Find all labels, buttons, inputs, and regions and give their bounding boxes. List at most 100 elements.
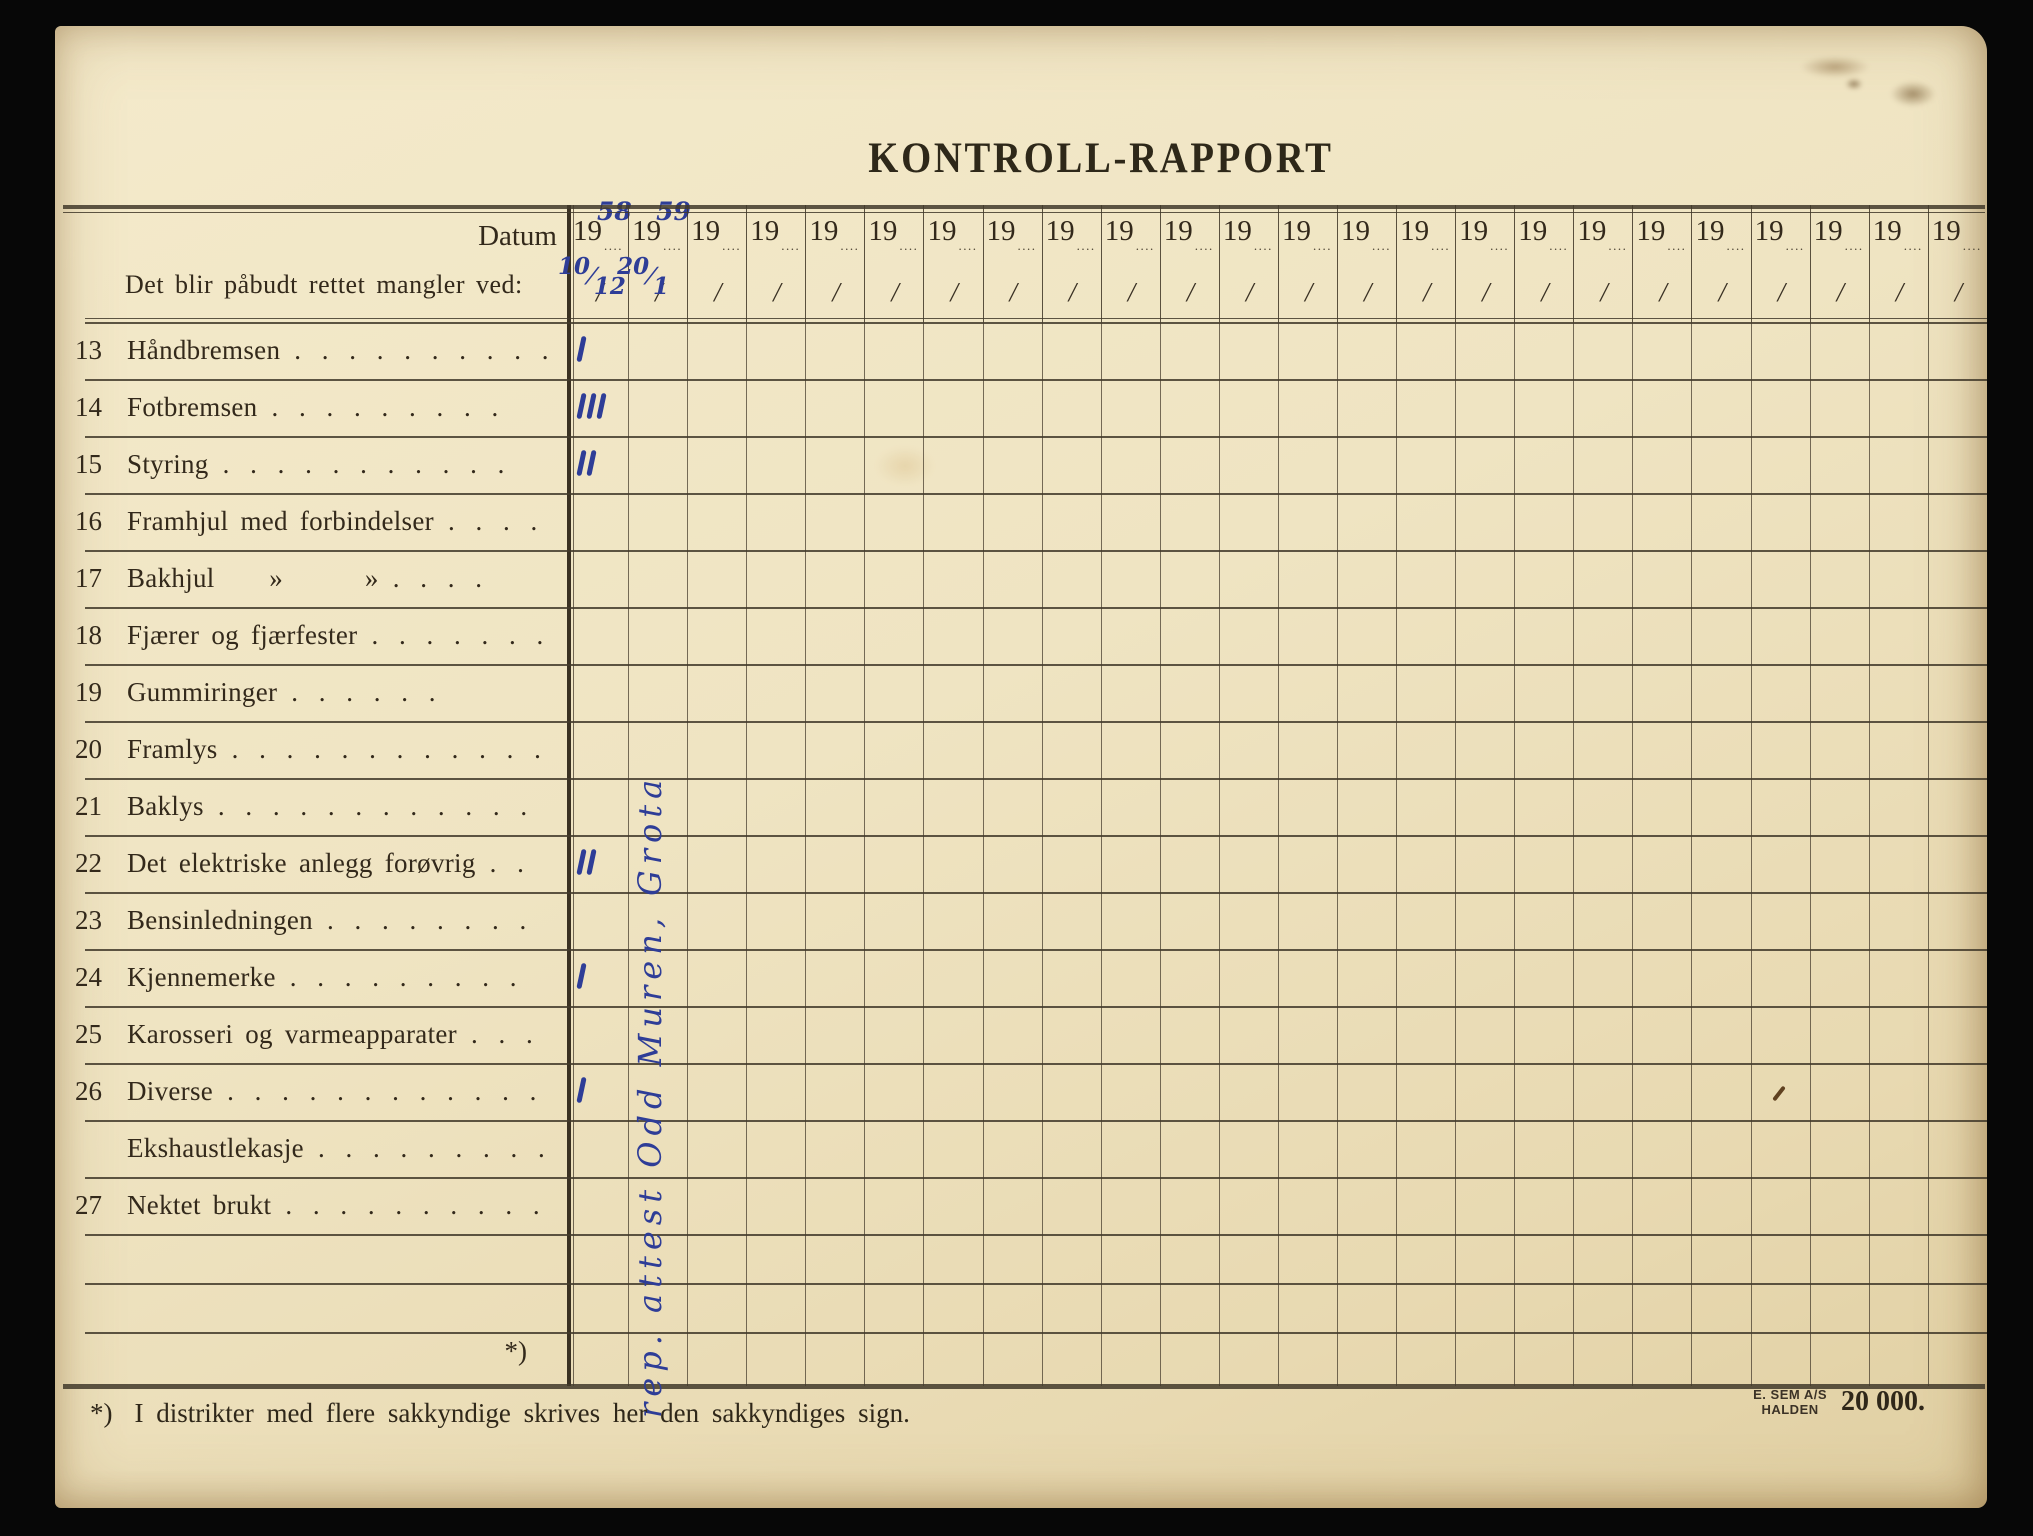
- grid-column: [1277, 322, 1337, 1386]
- date-header-cell: 19.... /: [1514, 205, 1573, 322]
- date-header-cell: 19.... /: [1041, 205, 1101, 322]
- tally-mark: [576, 449, 597, 477]
- rule-line: [85, 1283, 1987, 1285]
- date-slash: /: [1009, 277, 1018, 307]
- rule-line: [85, 892, 1987, 894]
- grid-column: [746, 322, 805, 1386]
- dot-leader: . . .: [470, 1019, 534, 1049]
- date-slash: /: [1423, 277, 1431, 307]
- table-row: 22 Det elektriske anlegg forøvrig . .: [75, 835, 567, 892]
- date-header-cell: 19.... /: [864, 205, 923, 322]
- printer-name: E. SEM A/S HALDEN: [1753, 1387, 1827, 1417]
- year-prefix: 19: [1754, 215, 1784, 247]
- grid-column: [923, 322, 982, 1386]
- paper-stain: [1845, 78, 1863, 90]
- footnote-line: *) I distrikter med flere sakkyndige skri…: [90, 1398, 910, 1429]
- form-title: KONTROLL-RAPPORT: [868, 135, 1334, 182]
- grid-columns: [570, 322, 1987, 1386]
- rule-line: [85, 1234, 1987, 1236]
- tally-mark: [576, 962, 587, 990]
- dot-leader: . . . . . .: [291, 677, 437, 707]
- table-row: 26 Diverse . . . . . . . . . . . .: [75, 1063, 567, 1120]
- row-label: Fotbremsen: [127, 392, 258, 422]
- row-number: 16: [75, 506, 102, 536]
- handwritten-vertical-note: rep. attest Odd Muren, Grota: [631, 773, 669, 1418]
- grid-column: [1100, 322, 1160, 1386]
- row-label: Karosseri og varmeapparater: [127, 1019, 457, 1049]
- tally-stroke: [586, 392, 597, 420]
- year-prefix: 19: [1104, 215, 1134, 247]
- rule-line: [85, 1177, 1987, 1179]
- rule-line: [85, 436, 1987, 438]
- year-dotted-line: ....: [1667, 238, 1687, 253]
- grid-column: [1159, 322, 1219, 1386]
- dot-leader: . . . . . . .: [371, 620, 545, 650]
- date-header-cell: 19.... /: [1277, 205, 1337, 322]
- year-prefix: 19: [868, 215, 898, 247]
- table-row: 19 Gummiringer . . . . . .: [75, 664, 567, 721]
- row-label: Det elektriske anlegg forøvrig: [127, 848, 476, 878]
- rule-line: [63, 205, 1985, 209]
- dot-leader: . . . . . . . . .: [317, 1133, 546, 1163]
- row-number: 14: [75, 392, 102, 422]
- grid-column: [1927, 322, 1987, 1386]
- date-slash: /: [1541, 277, 1549, 307]
- year-prefix: 19: [632, 215, 662, 247]
- table-row: 17 Bakhjul » » . . . .: [75, 550, 567, 607]
- paper-stain: [1890, 81, 1936, 107]
- dot-leader: . . . .: [392, 563, 483, 593]
- handwritten-month: 12: [593, 273, 626, 300]
- row-label: Framhjul med forbindelser: [127, 506, 434, 536]
- date-slash: /: [773, 277, 781, 307]
- date-header-cell: 19.... /: [1809, 205, 1869, 322]
- year-dotted-line: ....: [663, 238, 683, 253]
- date-header-cell: 19.... /: [1691, 205, 1750, 322]
- row-number: 19: [75, 677, 102, 707]
- dot-leader: . . . . . . . .: [326, 905, 528, 935]
- rule-line: [85, 1120, 1987, 1122]
- tally-mark: [576, 848, 597, 876]
- year-dotted-line: ....: [1194, 238, 1214, 253]
- date-header-cell: 19.... /: [1750, 205, 1810, 322]
- grid-column: [1750, 322, 1810, 1386]
- handwritten-day: 20: [617, 253, 650, 280]
- table-row: 14 Fotbremsen . . . . . . . . .: [75, 379, 567, 436]
- year-prefix: 19: [691, 215, 721, 247]
- dot-leader: . .: [489, 848, 525, 878]
- year-dotted-line: ....: [840, 238, 860, 253]
- date-header-cell: 19.... /: [1573, 205, 1632, 322]
- dot-leader: . . . . . . . . .: [271, 392, 500, 422]
- grid-column: [864, 322, 923, 1386]
- date-slash: /: [1954, 277, 1963, 307]
- row-number: 24: [75, 962, 102, 992]
- date-header-cell: 19.... /: [1868, 205, 1928, 322]
- table-row: 15 Styring . . . . . . . . . . .: [75, 436, 567, 493]
- table-row: 27 Nektet brukt . . . . . . . . . .: [75, 1177, 567, 1234]
- year-prefix: 19: [1222, 215, 1252, 247]
- rule-line: [85, 778, 1987, 780]
- print-run-count: 20 000.: [1841, 1386, 1925, 1417]
- grid-column: [805, 322, 864, 1386]
- date-slash: /: [832, 277, 840, 307]
- date-divider: ⁄: [590, 263, 594, 290]
- table-row: 25 Karosseri og varmeapparater . . .: [75, 1006, 567, 1063]
- row-label: Ekshaustlekasje: [127, 1133, 304, 1163]
- dot-leader: . . . . . . . . . . .: [222, 449, 506, 479]
- form-sheet: KONTROLL-RAPPORT Datum Det blir påbudt r…: [55, 26, 1987, 1508]
- year-dotted-line: ....: [1726, 238, 1746, 253]
- table-left-divider-inner: [573, 205, 574, 1386]
- date-header-cell: 19.... /: [1159, 205, 1219, 322]
- year-prefix: 19: [1459, 215, 1489, 247]
- date-header-cell: 19.... /: [923, 205, 982, 322]
- row-label: Gummiringer: [127, 677, 278, 707]
- grid-column: [1041, 322, 1101, 1386]
- rule-line: [85, 607, 1987, 609]
- rule-line: [63, 1384, 1985, 1389]
- year-prefix: 19: [1400, 215, 1430, 247]
- year-prefix: 19: [1931, 215, 1961, 247]
- date-slash: /: [1364, 277, 1372, 307]
- row-label: Diverse: [127, 1076, 214, 1106]
- year-dotted-line: ....: [1372, 238, 1392, 253]
- rule-line: [85, 550, 1987, 552]
